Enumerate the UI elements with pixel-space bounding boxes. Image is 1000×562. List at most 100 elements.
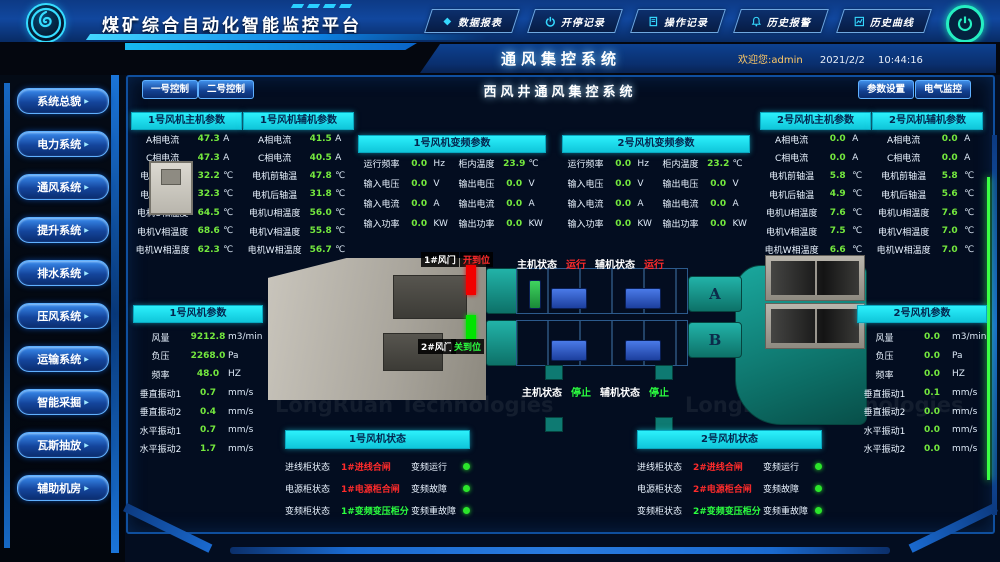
param-row: C相电流 0.0 A: [872, 148, 983, 166]
sidebar-item-system-overview[interactable]: 系统总貌 ▶: [17, 88, 109, 114]
duct-a-label: A: [709, 285, 721, 303]
param-unit: V: [433, 178, 440, 189]
param-unit: ℃: [223, 226, 234, 237]
bell-icon: [751, 16, 762, 26]
param-unit: ℃: [852, 170, 863, 181]
param-unit: mm/s: [228, 388, 254, 399]
sidebar-item-auxiliary-rooms[interactable]: 辅助机房 ▶: [17, 475, 109, 501]
param-unit: Hz: [637, 158, 649, 169]
param-row: 电机后轴温 5.6 ℃: [872, 185, 983, 203]
nav-button-label: 开停记录: [561, 17, 605, 29]
param-row: 输入电压 0.0 V 输出电压 0.0 V: [358, 174, 548, 193]
param-value: 7.0: [941, 244, 958, 255]
status-label: 进线柜状态: [637, 462, 683, 473]
param-unit: Pa: [228, 350, 239, 361]
chevron-right-icon: ▶: [84, 312, 89, 320]
panel-title: 1号风机参数: [133, 305, 263, 323]
sidebar-item-gas-drainage[interactable]: 瓦斯抽放 ▶: [17, 432, 109, 458]
param-label: 输入电压: [363, 180, 400, 190]
status-label: 变频重故障: [763, 506, 809, 517]
param-row: 水平振动2 1.7 mm/s: [133, 440, 268, 459]
param-label: A相电流: [258, 135, 292, 146]
duct-pipe-a: A: [688, 276, 742, 312]
param-row: 垂直振动2 0.0 mm/s: [857, 402, 992, 421]
param-value: 7.6: [829, 207, 846, 218]
sidebar-item-compressed-air-system[interactable]: 压风系统 ▶: [17, 303, 109, 329]
power-button[interactable]: [946, 5, 984, 43]
sidebar-item-ventilation-system[interactable]: 通风系统 ▶: [17, 174, 109, 200]
status-led-green: [815, 462, 822, 470]
param-unit: A: [335, 152, 342, 163]
param-label: 电机前轴温: [252, 172, 298, 183]
parameter-settings-button[interactable]: 参数设置: [858, 80, 915, 99]
param-label: 电机后轴温: [769, 190, 815, 201]
param-value: 0.0: [941, 152, 958, 163]
chevron-right-icon: ▶: [84, 183, 89, 191]
param-unit: mm/s: [228, 443, 254, 454]
fan2-vfd-table: 2号风机变频参数 运行频率 0.0 Hz 柜内温度 23.2 ℃ 输入电压 0.0 V 输出电压…: [562, 135, 752, 233]
tab-control-1[interactable]: 一号控制: [142, 80, 199, 99]
param-row: 电机U相温度 7.6 ℃: [760, 204, 871, 222]
param-label: 电机V相温度: [878, 227, 930, 238]
sidebar-item-drainage-system[interactable]: 排水系统 ▶: [17, 260, 109, 286]
param-value: 32.2: [197, 170, 220, 181]
panel-title: 1号风机辅机参数: [243, 112, 354, 130]
nav-history-curve-button[interactable]: 历史曲线: [836, 9, 932, 33]
param-value: 48.0: [196, 369, 220, 380]
param-value: 0.0: [710, 178, 727, 189]
param-row: 电机U相温度 56.0 ℃: [243, 204, 354, 222]
param-unit: ℃: [852, 189, 863, 200]
param-unit: ℃: [528, 158, 539, 169]
param-row: 垂直振动1 0.7 mm/s: [133, 384, 268, 403]
status-value: 2#变频变压柜分: [693, 506, 761, 517]
chevron-right-icon: ▶: [84, 269, 89, 277]
param-unit: A: [732, 198, 739, 209]
param-value: 0.7: [200, 425, 216, 436]
nav-data-report-button[interactable]: 数据报表: [424, 9, 520, 33]
nav-operation-record-button[interactable]: 操作记录: [630, 9, 726, 33]
param-row: C相电流 0.0 A: [760, 148, 871, 166]
param-unit: KW: [732, 218, 747, 229]
param-row: 电机V相温度 55.8 ℃: [243, 222, 354, 240]
sidebar-item-smart-mining[interactable]: 智能采掘 ▶: [17, 389, 109, 415]
electrical-monitor-button[interactable]: 电气监控: [915, 80, 972, 99]
param-row: 电机V相温度 7.5 ℃: [760, 222, 871, 240]
status-value: 1#变频变压柜分: [341, 506, 409, 517]
param-row: 风量 9212.8 m3/min: [133, 328, 268, 347]
param-unit: A: [852, 152, 859, 163]
param-unit: ℃: [964, 189, 975, 200]
sidebar-item-power-system[interactable]: 电力系统 ▶: [17, 131, 109, 157]
damper1-recess: [393, 275, 467, 319]
duct-pipe-b: B: [688, 322, 742, 358]
dragon-logo-icon: [26, 3, 66, 43]
param-row: 风量 0.0 m3/min: [857, 328, 992, 347]
param-row: 电机前轴温 5.8 ℃: [872, 167, 983, 185]
sidebar-item-label: 提升系统: [37, 224, 82, 237]
sidebar-item-label: 智能采掘: [37, 396, 82, 409]
fan-pump: [551, 340, 587, 361]
param-label: 输出电压: [662, 180, 699, 190]
system-title-plate: [420, 44, 996, 73]
sub-header-bar: 通风集控系统 欢迎您:admin 2021/2/2 10:44:16: [0, 42, 1000, 75]
param-row: A相电流 0.0 A: [760, 130, 871, 148]
param-value: 0.0: [615, 158, 632, 169]
param-label: 水平振动2: [863, 445, 906, 456]
param-value: 64.5: [197, 207, 220, 218]
param-label: C相电流: [257, 154, 292, 165]
param-value: 56.7: [309, 244, 332, 255]
sidebar-item-transport-system[interactable]: 运输系统 ▶: [17, 346, 109, 372]
tab-control-2[interactable]: 二号控制: [198, 80, 255, 99]
top-nav: 数据报表 开停记录 操作记录 历史报警 历史曲线: [424, 9, 932, 33]
param-row: 运行频率 0.0 Hz 柜内温度 23.2 ℃: [562, 154, 752, 173]
nav-history-alarm-button[interactable]: 历史报警: [733, 9, 829, 33]
duct-inlet-2: [486, 320, 518, 366]
param-value: 6.6: [829, 244, 846, 255]
nav-startstop-record-button[interactable]: 开停记录: [527, 9, 623, 33]
damper2-status: 关到位: [451, 339, 485, 354]
sidebar-item-label: 压风系统: [37, 310, 82, 323]
param-row: 电机后轴温 31.8 ℃: [243, 185, 354, 203]
param-label: 垂直振动1: [863, 389, 906, 400]
sidebar-item-hoist-system[interactable]: 提升系统 ▶: [17, 217, 109, 243]
param-label: 频率: [875, 370, 894, 381]
param-label: A相电流: [775, 135, 809, 146]
